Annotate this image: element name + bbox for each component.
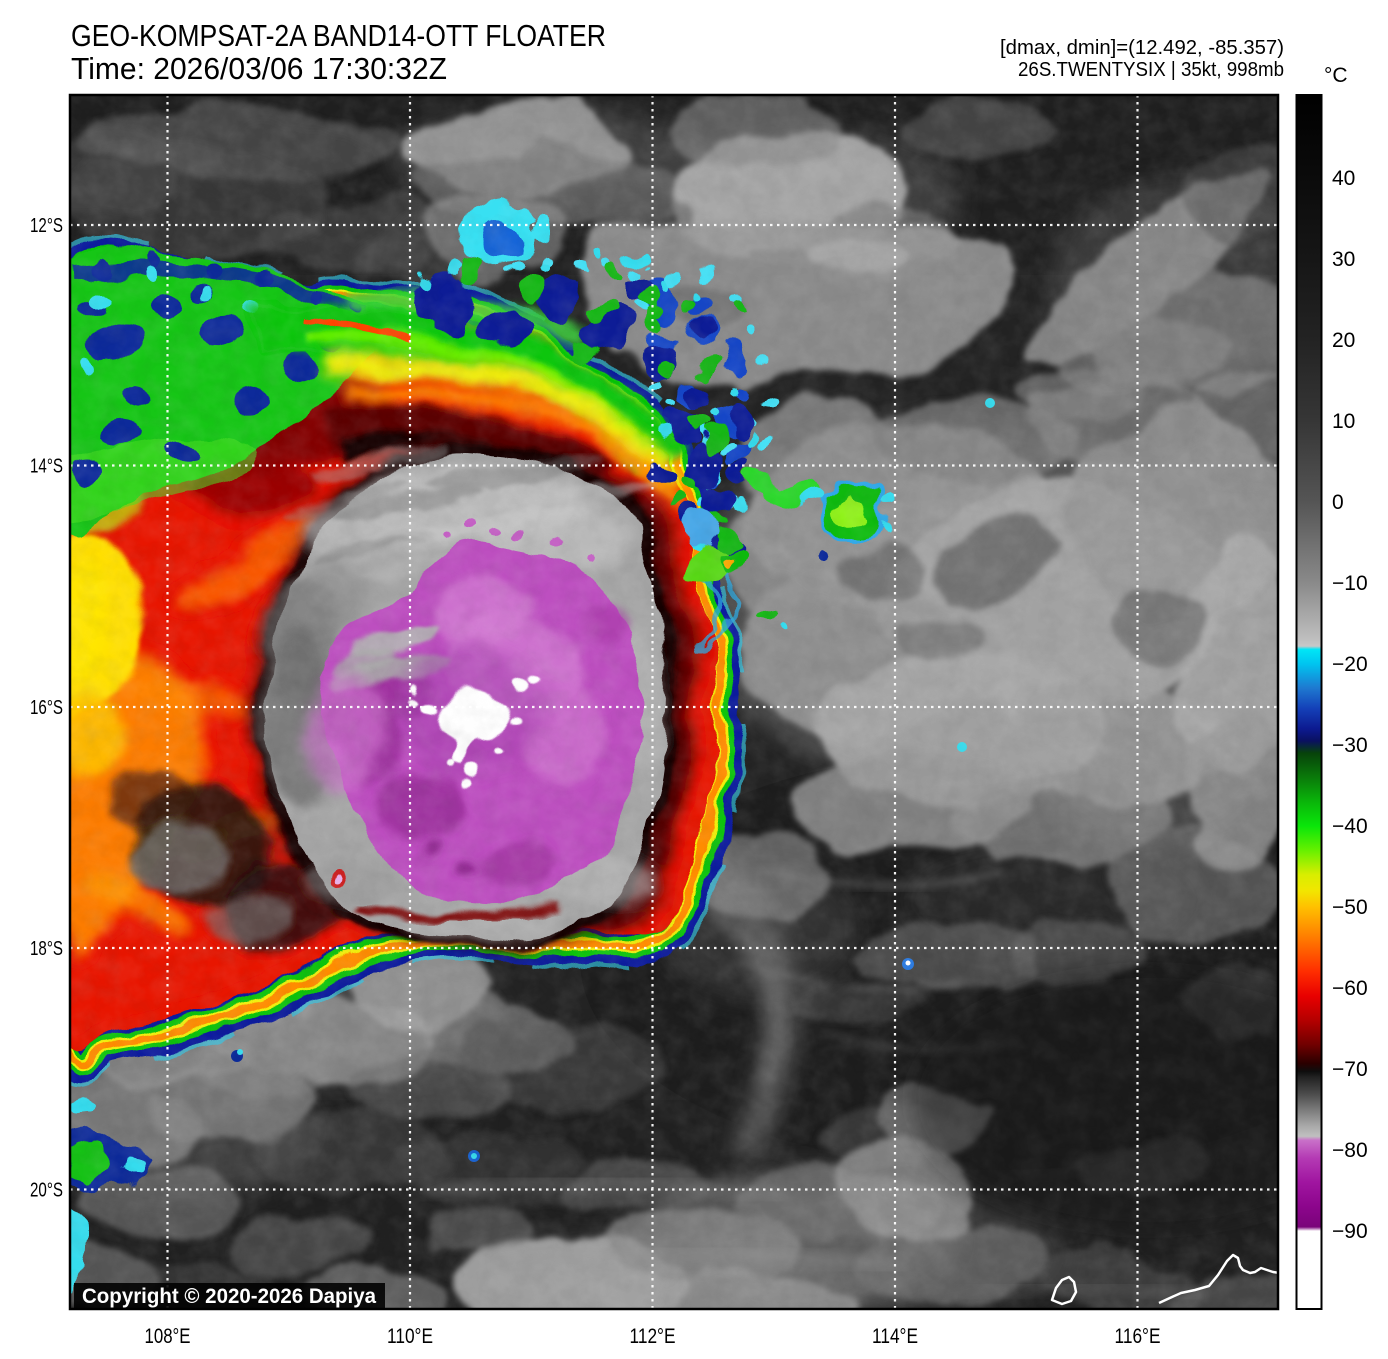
svg-text:16°S: 16°S xyxy=(30,696,63,719)
svg-text:114°E: 114°E xyxy=(872,1325,918,1348)
svg-text:26S.TWENTYSIX | 35kt, 998mb: 26S.TWENTYSIX | 35kt, 998mb xyxy=(1018,58,1284,81)
svg-text:−50: −50 xyxy=(1332,896,1368,919)
svg-text:−60: −60 xyxy=(1332,977,1368,1000)
svg-text:116°E: 116°E xyxy=(1115,1325,1161,1348)
svg-text:0: 0 xyxy=(1332,491,1344,514)
svg-text:10: 10 xyxy=(1332,410,1355,433)
svg-text:−80: −80 xyxy=(1332,1139,1368,1162)
svg-text:−40: −40 xyxy=(1332,815,1368,838)
svg-text:12°S: 12°S xyxy=(30,214,63,237)
svg-text:[dmax, dmin]=(12.492, -85.357): [dmax, dmin]=(12.492, -85.357) xyxy=(1000,36,1284,59)
svg-text:18°S: 18°S xyxy=(30,937,63,960)
svg-text:110°E: 110°E xyxy=(387,1325,433,1348)
svg-text:108°E: 108°E xyxy=(145,1325,191,1348)
svg-text:−70: −70 xyxy=(1332,1058,1368,1081)
svg-text:−20: −20 xyxy=(1332,653,1368,676)
svg-text:−10: −10 xyxy=(1332,572,1368,595)
svg-text:30: 30 xyxy=(1332,248,1355,271)
svg-text:GEO-KOMPSAT-2A BAND14-OTT FLOA: GEO-KOMPSAT-2A BAND14-OTT FLOATER xyxy=(71,18,606,53)
svg-text:Time: 2026/03/06 17:30:32Z: Time: 2026/03/06 17:30:32Z xyxy=(71,51,447,86)
svg-text:14°S: 14°S xyxy=(30,455,63,478)
svg-text:Copyright © 2020-2026 Dapiya: Copyright © 2020-2026 Dapiya xyxy=(82,1285,376,1308)
svg-text:°C: °C xyxy=(1324,64,1348,87)
svg-text:20: 20 xyxy=(1332,329,1355,352)
svg-text:−30: −30 xyxy=(1332,734,1368,757)
svg-text:112°E: 112°E xyxy=(630,1325,676,1348)
svg-text:−90: −90 xyxy=(1332,1220,1368,1243)
svg-text:40: 40 xyxy=(1332,167,1355,190)
svg-text:20°S: 20°S xyxy=(30,1179,63,1202)
